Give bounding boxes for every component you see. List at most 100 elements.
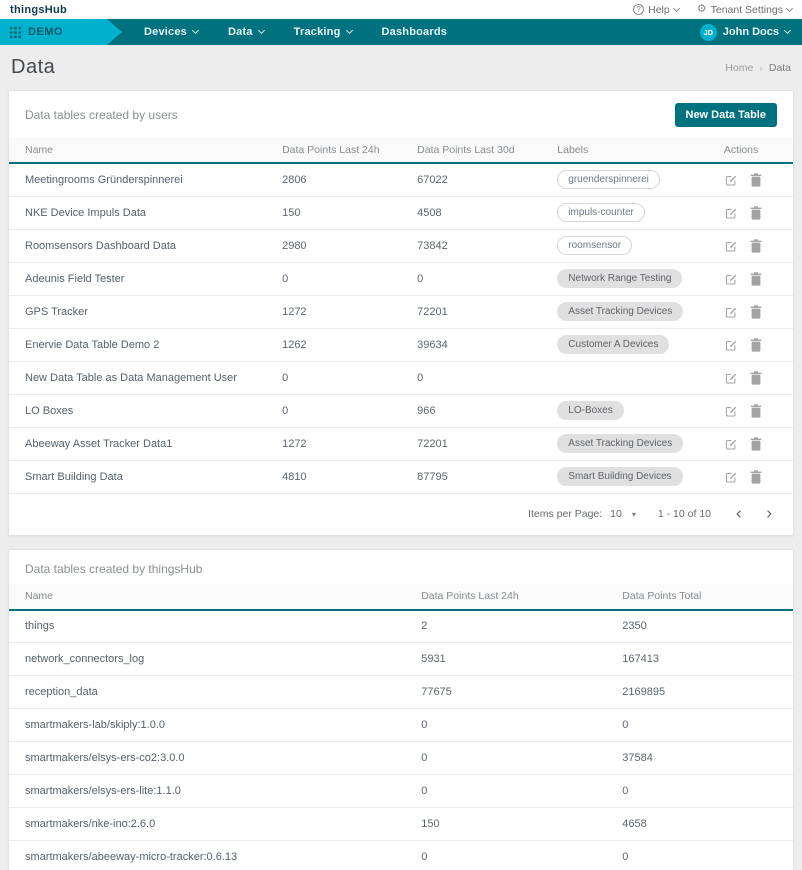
column-header-points-30d: Data Points Last 30d xyxy=(417,143,515,156)
table-row: Smart Building Data 4810 87795 Smart Buildi… xyxy=(9,460,793,494)
system-tables-table: Name Data Points Last 24h Data Points To… xyxy=(9,583,793,870)
row-labels: roomsensor xyxy=(551,229,718,263)
breadcrumb-separator: › xyxy=(759,61,763,74)
nav-item-devices[interactable]: Devices xyxy=(144,26,200,38)
row-name: Roomsensors Dashboard Data xyxy=(9,229,277,263)
chevron-down-icon xyxy=(672,4,680,12)
delete-icon[interactable] xyxy=(750,304,762,319)
previous-page-button[interactable] xyxy=(733,508,745,520)
row-labels: Customer A Devices xyxy=(551,328,718,362)
row-points-24h: 0 xyxy=(415,774,617,808)
app-logo: thingsHub xyxy=(10,3,68,16)
table-row: things 2 2350 xyxy=(9,609,793,643)
column-header-name: Name xyxy=(25,143,54,156)
edit-icon[interactable] xyxy=(724,371,738,385)
items-per-page-select[interactable]: 10 ▾ xyxy=(610,508,636,520)
row-points-24h: 2 xyxy=(415,609,617,643)
row-points-30d: 0 xyxy=(411,361,552,395)
row-name: NKE Device Impuls Data xyxy=(9,196,277,230)
delete-icon[interactable] xyxy=(750,337,762,352)
edit-icon[interactable] xyxy=(724,470,738,484)
row-labels: LO-Boxes xyxy=(551,394,718,428)
table-row: smartmakers/elsys-ers-lite:1.1.0 0 0 xyxy=(9,774,793,808)
tenant-selector[interactable]: DEMO xyxy=(0,19,122,45)
gear-icon: ⚙ xyxy=(696,3,707,15)
table-row: Roomsensors Dashboard Data 2980 73842 rooms… xyxy=(9,229,793,263)
table-row: Enervie Data Table Demo 2 1262 39634 Custom… xyxy=(9,328,793,362)
column-header-name: Name xyxy=(25,590,54,602)
next-page-button[interactable] xyxy=(763,508,775,520)
nav-item-data[interactable]: Data xyxy=(228,26,265,38)
tenant-settings-menu[interactable]: ⚙ Tenant Settings xyxy=(696,3,794,16)
items-per-page-label: Items per Page: xyxy=(528,508,603,520)
row-actions xyxy=(717,361,793,395)
delete-icon[interactable] xyxy=(750,370,762,385)
delete-icon[interactable] xyxy=(750,469,762,484)
edit-icon[interactable] xyxy=(724,206,738,220)
user-menu[interactable]: JD John Docs xyxy=(699,23,792,41)
table-row: smartmakers-lab/skiply:1.0.0 0 0 xyxy=(9,708,793,742)
delete-icon[interactable] xyxy=(750,238,762,253)
delete-icon[interactable] xyxy=(750,271,762,286)
delete-icon[interactable] xyxy=(750,173,762,187)
items-per-page-value: 10 xyxy=(610,508,622,520)
row-labels: Smart Building Devices xyxy=(551,460,718,494)
row-name: Smart Building Data xyxy=(9,460,277,494)
column-header-actions: Actions xyxy=(723,143,759,156)
row-name: reception_data xyxy=(9,675,416,709)
help-icon: ? xyxy=(633,4,645,15)
table-row: Abeeway Asset Tracker Data1 1272 72201 Asse… xyxy=(9,427,793,461)
edit-icon[interactable] xyxy=(724,404,738,418)
row-name: smartmakers/nke-ino:2.6.0 xyxy=(9,807,416,841)
row-points-30d: 73842 xyxy=(411,229,552,263)
row-points-24h: 1262 xyxy=(276,328,412,362)
help-menu[interactable]: ? Help xyxy=(633,4,680,16)
card-title: Data tables created by users xyxy=(25,108,178,122)
row-actions xyxy=(717,229,793,263)
row-points-total: 37584 xyxy=(616,741,793,775)
column-header-points-24h: Data Points Last 24h xyxy=(421,590,519,602)
label-pill: Network Range Testing xyxy=(557,269,683,288)
row-name: LO Boxes xyxy=(9,394,277,428)
nav-item-tracking[interactable]: Tracking xyxy=(294,26,353,38)
row-points-24h: 2980 xyxy=(276,229,412,263)
row-labels: impuls-counter xyxy=(551,196,718,230)
row-actions xyxy=(717,328,793,362)
row-points-30d: 0 xyxy=(411,262,552,296)
edit-icon[interactable] xyxy=(724,272,738,286)
label-pill: Asset Tracking Devices xyxy=(557,434,684,453)
row-name: Abeeway Asset Tracker Data1 xyxy=(9,427,277,461)
delete-icon[interactable] xyxy=(750,205,762,220)
nav-item-dashboards[interactable]: Dashboards xyxy=(382,26,448,38)
edit-icon[interactable] xyxy=(724,437,738,451)
user-name: John Docs xyxy=(722,26,779,38)
new-data-table-button[interactable]: New Data Table xyxy=(674,103,777,127)
row-name: smartmakers/abeeway-micro-tracker:0.6.13 xyxy=(9,840,416,870)
row-points-total: 2169895 xyxy=(616,675,793,709)
edit-icon[interactable] xyxy=(724,239,738,253)
row-name: Enervie Data Table Demo 2 xyxy=(9,328,277,362)
row-name: New Data Table as Data Management User xyxy=(9,361,277,395)
chevron-down-icon xyxy=(345,26,353,35)
nav-item-label: Devices xyxy=(144,26,187,38)
delete-icon[interactable] xyxy=(750,436,762,451)
row-points-total: 2350 xyxy=(616,609,793,643)
breadcrumb-home-link[interactable]: Home xyxy=(725,61,754,74)
delete-icon[interactable] xyxy=(750,403,762,418)
row-points-total: 167413 xyxy=(616,642,793,676)
row-points-total: 0 xyxy=(616,708,793,742)
row-points-24h: 1272 xyxy=(276,295,412,329)
row-points-total: 0 xyxy=(616,840,793,870)
table-header-row: Name Data Points Last 24h Data Points La… xyxy=(9,137,793,163)
edit-icon[interactable] xyxy=(724,173,738,187)
row-points-30d: 72201 xyxy=(411,295,552,329)
row-points-24h: 0 xyxy=(276,262,412,296)
grid-icon xyxy=(10,27,21,38)
table-row: smartmakers/elsys-ers-co2:3.0.0 0 37584 xyxy=(9,741,793,775)
edit-icon[interactable] xyxy=(724,305,738,319)
row-actions xyxy=(717,262,793,296)
edit-icon[interactable] xyxy=(724,338,738,352)
row-name: network_connectors_log xyxy=(9,642,416,676)
row-points-24h: 5931 xyxy=(415,642,617,676)
nav-item-label: Data xyxy=(228,26,253,38)
